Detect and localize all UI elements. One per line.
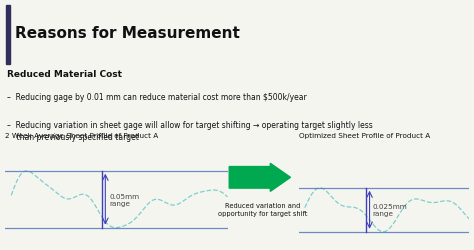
Text: Reasons for Measurement: Reasons for Measurement: [15, 26, 240, 41]
Text: Reduced variation and
opportunity for target shift: Reduced variation and opportunity for ta…: [219, 202, 308, 216]
Text: 0.05mm
range: 0.05mm range: [109, 193, 140, 206]
Text: Reduced Material Cost: Reduced Material Cost: [7, 70, 122, 79]
Bar: [6, 6, 10, 64]
Text: –  Reducing variation in sheet gage will allow for target shifting → operating t: – Reducing variation in sheet gage will …: [7, 120, 373, 141]
Text: 0.025mm
range: 0.025mm range: [373, 204, 407, 216]
Text: –  Reducing gage by 0.01 mm can reduce material cost more than $500k/year: – Reducing gage by 0.01 mm can reduce ma…: [7, 92, 307, 101]
Text: 2 Week Average Sheet Profile of Product A: 2 Week Average Sheet Profile of Product …: [5, 133, 158, 139]
FancyArrow shape: [229, 164, 291, 192]
Text: Optimized Sheet Profile of Product A: Optimized Sheet Profile of Product A: [299, 133, 430, 139]
